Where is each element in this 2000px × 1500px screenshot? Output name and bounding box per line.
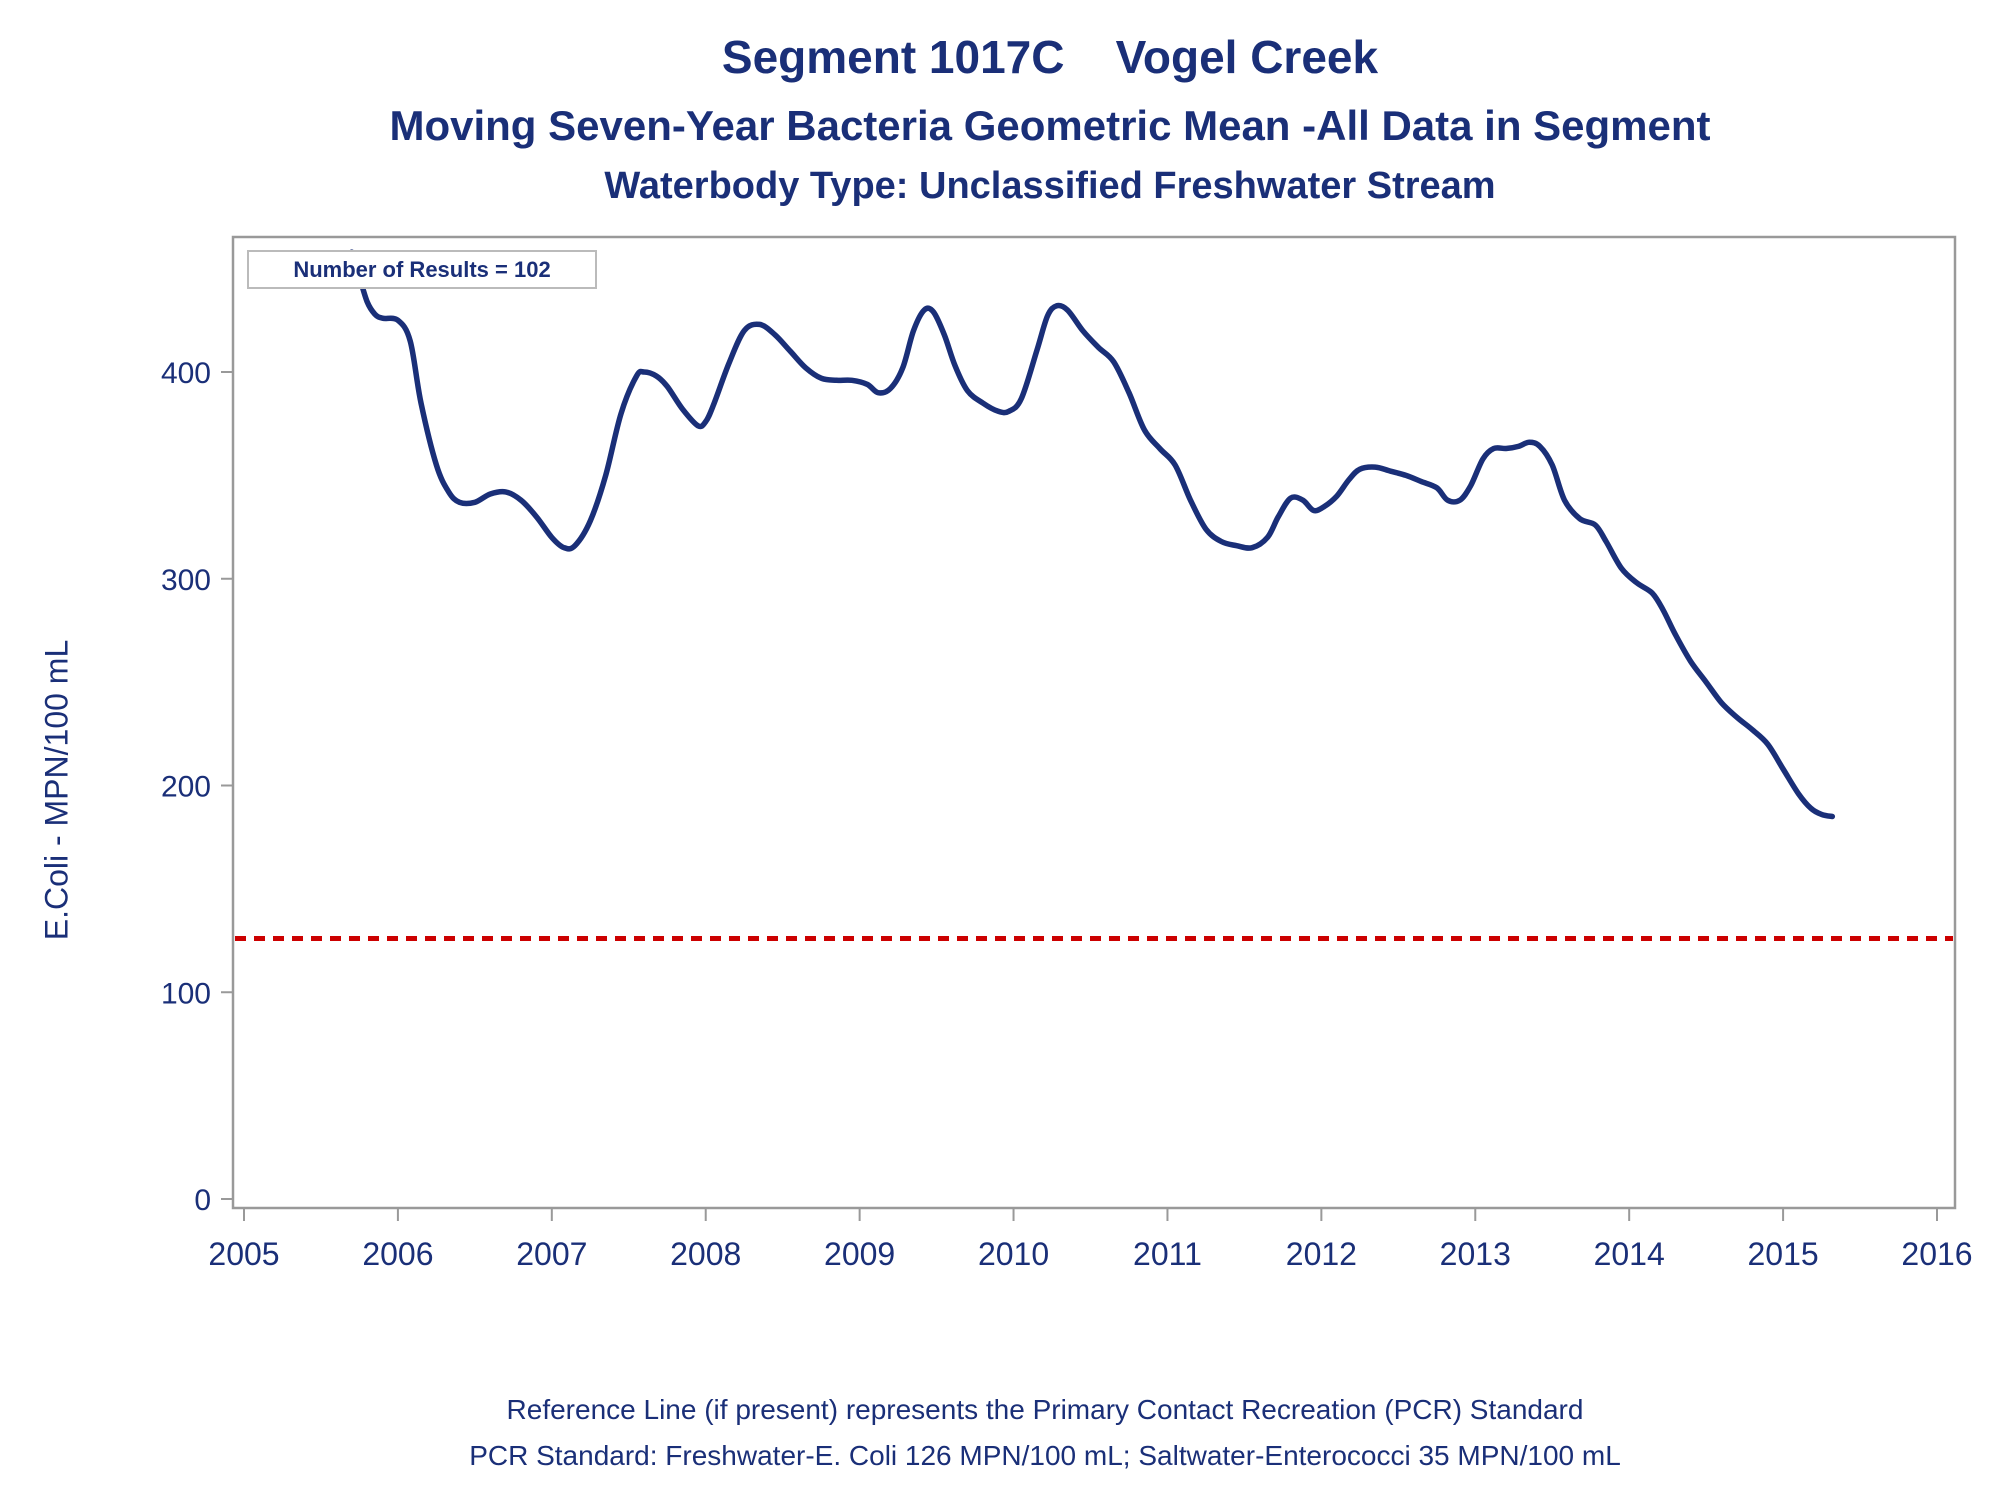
x-tick-label: 2006 — [362, 1236, 433, 1272]
x-tick-label: 2014 — [1594, 1236, 1665, 1272]
footnote-reference-line: Reference Line (if present) represents t… — [506, 1394, 1584, 1425]
chart-title: Segment 1017C Vogel Creek — [721, 31, 1379, 83]
y-tick-label: 300 — [161, 564, 211, 597]
x-tick-label: 2010 — [978, 1236, 1049, 1272]
y-tick-label: 400 — [161, 357, 211, 390]
footnote-pcr-standard: PCR Standard: Freshwater-E. Coli 126 MPN… — [469, 1440, 1621, 1471]
x-tick-label: 2009 — [824, 1236, 895, 1272]
x-tick-label: 2005 — [208, 1236, 279, 1272]
x-tick-label: 2016 — [1901, 1236, 1972, 1272]
x-tick-label: 2013 — [1440, 1236, 1511, 1272]
x-tick-label: 2011 — [1133, 1236, 1202, 1272]
x-tick-label: 2007 — [516, 1236, 587, 1272]
y-tick-label: 0 — [194, 1184, 211, 1217]
y-axis-label: E.Coli - MPN/100 mL — [38, 639, 75, 941]
chart-subtitle-waterbody: Waterbody Type: Unclassified Freshwater … — [604, 165, 1496, 207]
plot-frame — [231, 235, 1957, 1210]
y-tick-label: 100 — [161, 977, 211, 1010]
x-tick-label: 2012 — [1286, 1236, 1357, 1272]
annotation-number-of-results: Number of Results = 102 — [293, 257, 550, 282]
chart-subtitle: Moving Seven-Year Bacteria Geometric Mea… — [389, 102, 1711, 149]
y-tick-label: 200 — [161, 771, 211, 804]
x-tick-label: 2015 — [1747, 1236, 1818, 1272]
x-tick-label: 2008 — [670, 1236, 741, 1272]
series-line-geometric-mean — [348, 249, 1836, 820]
annotation-box — [247, 250, 597, 289]
